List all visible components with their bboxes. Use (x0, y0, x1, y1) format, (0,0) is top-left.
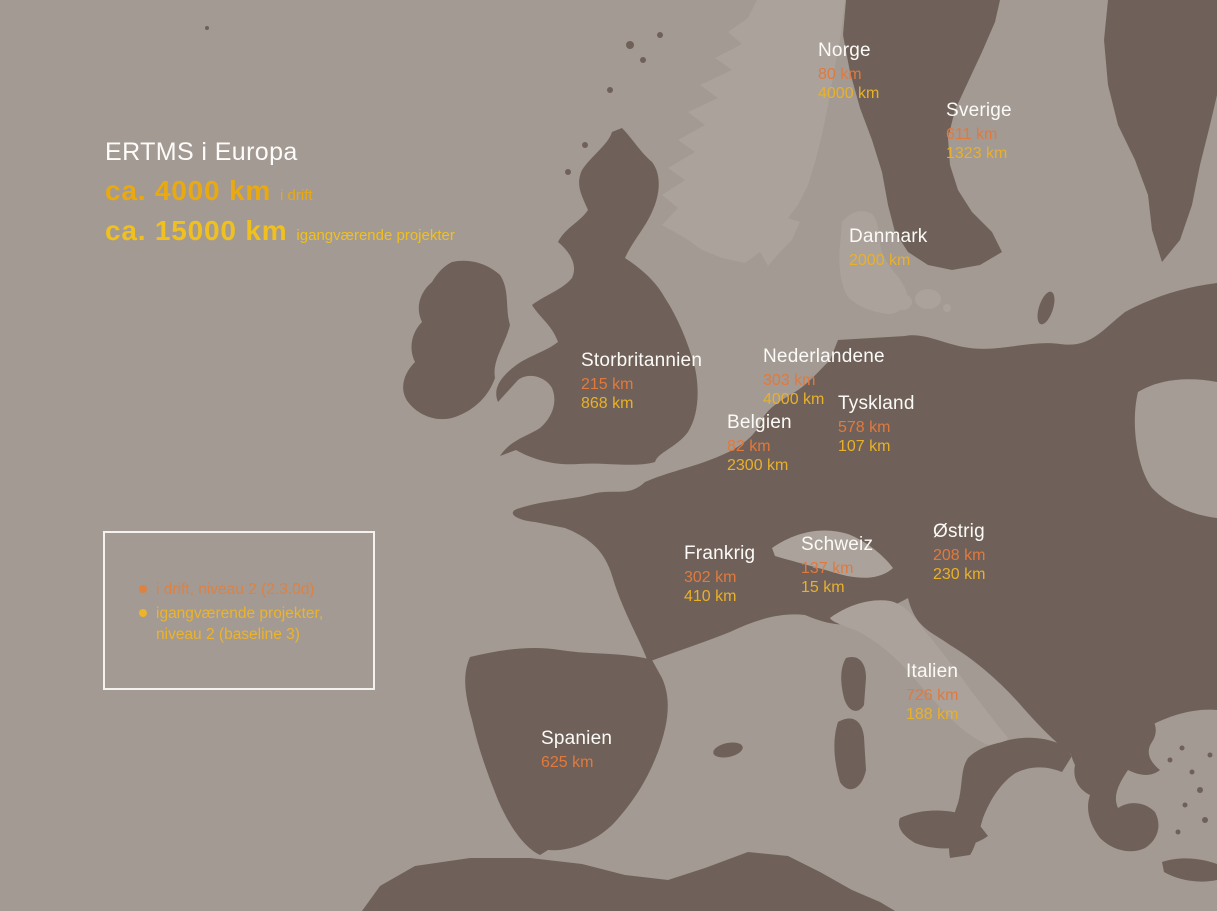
projects-value: 868 km (581, 395, 634, 412)
landmass-sweden (843, 0, 1002, 270)
country-name: Storbritannien (581, 350, 703, 371)
landmass-great-britain (496, 128, 698, 465)
projects-value: 2300 km (727, 457, 789, 474)
island-small-dk (943, 304, 951, 312)
aegean-islands (1167, 745, 1213, 835)
legend-item-in-drift: i drift, niveau 2 (2.3.0d) (139, 579, 344, 600)
stat-in-drift-suffix: i drift (280, 187, 313, 204)
country-name: Frankrig (684, 543, 756, 564)
landmass-italy-north (830, 600, 1008, 750)
in-drift-value: 303 km (763, 372, 816, 389)
country-label-nederlandene: Nederlandene 303 km 4000 km (763, 346, 885, 409)
country-name: Nederlandene (763, 346, 885, 367)
country-label-italien: Italien 726 km 188 km (906, 661, 958, 724)
country-name: Østrig (933, 521, 985, 542)
country-name: Danmark (849, 226, 928, 247)
country-label-tyskland: Tyskland 578 km 107 km (838, 393, 915, 456)
projects-value: 230 km (933, 566, 986, 583)
title-block: ERTMS i Europa ca. 4000 km i drift ca. 15… (105, 138, 455, 247)
stat-projects-value: ca. 15000 km (105, 215, 288, 246)
projects-value: 1323 km (946, 145, 1008, 162)
legend-item-projects: igangværende projekter, niveau 2 (baseli… (139, 603, 344, 645)
in-drift-value: 208 km (933, 547, 986, 564)
stat-in-drift-value: ca. 4000 km (105, 175, 272, 206)
in-drift-value: 302 km (684, 569, 737, 586)
country-label-schweiz: Schweiz 137 km 15 km (801, 534, 873, 597)
country-label-danmark: Danmark 2000 km (849, 226, 927, 270)
in-drift-value: 578 km (838, 419, 891, 436)
country-name: Norge (818, 40, 871, 61)
country-label-sverige: Sverige 611 km 1323 km (946, 100, 1012, 163)
in-drift-value: 726 km (906, 687, 959, 704)
region-black-sea-light (1134, 379, 1217, 518)
stat-in-drift: ca. 4000 km i drift (105, 175, 455, 207)
landmass-ireland (403, 260, 510, 420)
in-drift-value: 215 km (581, 376, 634, 393)
country-label-spanien: Spanien 625 km (541, 728, 612, 772)
yellow-bullet-icon (139, 609, 147, 617)
projects-value: 4000 km (818, 85, 880, 102)
island-balearics (713, 742, 743, 758)
in-drift-value: 82 km (727, 438, 771, 455)
landmass-corsica (841, 656, 866, 711)
country-label-frankrig: Frankrig 302 km 410 km (684, 543, 755, 606)
country-label-norge: Norge 80 km 4000 km (818, 40, 879, 103)
country-name: Belgien (727, 412, 792, 433)
orange-bullet-icon (139, 585, 147, 593)
northern-isles (205, 26, 1055, 325)
projects-value: 15 km (801, 579, 845, 596)
legend-item-label: i drift, niveau 2 (2.3.0d) (156, 581, 315, 598)
projects-value: 4000 km (763, 391, 825, 408)
stat-projects-suffix: igangværende projekter (296, 227, 455, 244)
projects-value: 188 km (906, 706, 959, 723)
country-name: Sverige (946, 100, 1012, 121)
in-drift-value: 80 km (818, 66, 862, 83)
landmass-alps-light (772, 530, 893, 578)
island-funen (894, 294, 912, 310)
stat-projects: ca. 15000 km igangværende projekter (105, 215, 455, 247)
projects-value: 410 km (684, 588, 737, 605)
landmass-denmark (839, 211, 908, 314)
country-name: Tyskland (838, 393, 915, 414)
country-label-storbritannien: Storbritannien 215 km 868 km (581, 350, 702, 413)
landmass-continental-europe (512, 283, 1217, 765)
country-name: Spanien (541, 728, 613, 749)
island-zealand (915, 289, 941, 309)
landmass-greece (1070, 703, 1160, 852)
legend-item-label: igangværende projekter, niveau 2 (baseli… (156, 605, 324, 643)
projects-value: 107 km (838, 438, 891, 455)
landmass-crete (1162, 858, 1217, 882)
landmass-sicily (898, 810, 988, 849)
country-name: Italien (906, 661, 959, 682)
country-label-belgien: Belgien 82 km 2300 km (727, 412, 792, 475)
projects-value: 2000 km (849, 252, 911, 269)
country-name: Schweiz (801, 534, 874, 555)
legend-box: i drift, niveau 2 (2.3.0d) igangværende … (103, 531, 375, 690)
landmass-sardinia (834, 718, 866, 790)
page-title: ERTMS i Europa (105, 138, 298, 166)
country-label-oestrig: Østrig 208 km 230 km (933, 521, 985, 584)
in-drift-value: 611 km (946, 126, 998, 143)
landmass-norway (662, 0, 845, 266)
landmass-finland (1104, 0, 1217, 262)
in-drift-value: 625 km (541, 754, 594, 771)
landmass-north-africa (362, 852, 895, 911)
in-drift-value: 137 km (801, 560, 854, 577)
landmass-iberia (465, 647, 668, 855)
